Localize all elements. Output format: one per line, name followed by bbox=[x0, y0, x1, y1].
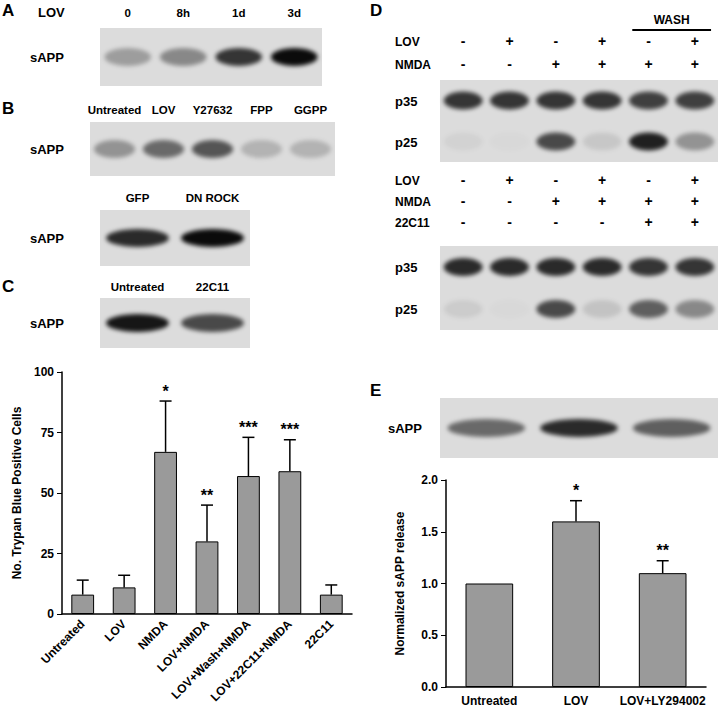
svg-text:+: + bbox=[644, 193, 652, 209]
svg-text:LOV+Wash+NMDA: LOV+Wash+NMDA bbox=[168, 617, 253, 702]
svg-text:1.0: 1.0 bbox=[421, 577, 438, 591]
svg-text:-: - bbox=[461, 172, 466, 188]
svg-text:+: + bbox=[505, 33, 513, 49]
svg-text:Untreated: Untreated bbox=[461, 694, 517, 708]
svg-text:1.5: 1.5 bbox=[421, 525, 438, 539]
svg-text:100: 100 bbox=[34, 365, 54, 379]
svg-text:Untreated: Untreated bbox=[88, 104, 142, 116]
svg-text:sAPP: sAPP bbox=[30, 142, 64, 157]
svg-text:sAPP: sAPP bbox=[30, 231, 64, 246]
svg-text:C: C bbox=[2, 277, 14, 296]
svg-text:DN ROCK: DN ROCK bbox=[186, 192, 240, 204]
svg-text:Normalized sAPP release: Normalized sAPP release bbox=[393, 511, 407, 655]
svg-text:LOV: LOV bbox=[152, 104, 176, 116]
svg-text:+: + bbox=[598, 33, 606, 49]
svg-text:LOV+LY294002: LOV+LY294002 bbox=[620, 694, 706, 708]
svg-text:GGPP: GGPP bbox=[294, 104, 328, 116]
svg-text:75: 75 bbox=[41, 426, 55, 440]
svg-text:+: + bbox=[505, 172, 513, 188]
svg-text:25: 25 bbox=[41, 547, 55, 561]
svg-text:-: - bbox=[553, 172, 558, 188]
svg-text:GFP: GFP bbox=[126, 192, 150, 204]
svg-text:0.5: 0.5 bbox=[421, 628, 438, 642]
svg-text:-: - bbox=[507, 56, 512, 72]
svg-text:sAPP: sAPP bbox=[388, 421, 422, 436]
svg-text:-: - bbox=[507, 193, 512, 209]
svg-text:**: ** bbox=[656, 542, 669, 559]
svg-text:+: + bbox=[691, 193, 699, 209]
svg-text:No. Trypan Blue Positive Cells: No. Trypan Blue Positive Cells bbox=[10, 406, 24, 579]
svg-text:-: - bbox=[461, 193, 466, 209]
svg-text:3d: 3d bbox=[288, 7, 301, 19]
svg-text:p35: p35 bbox=[395, 260, 417, 275]
svg-text:***: *** bbox=[281, 421, 300, 438]
svg-text:-: - bbox=[461, 214, 466, 230]
svg-text:0: 0 bbox=[125, 7, 131, 19]
svg-text:-: - bbox=[553, 214, 558, 230]
svg-text:-: - bbox=[600, 214, 605, 230]
svg-text:LOV: LOV bbox=[564, 694, 589, 708]
svg-text:NMDA: NMDA bbox=[135, 617, 171, 653]
svg-text:+: + bbox=[644, 214, 652, 230]
svg-text:NMDA: NMDA bbox=[395, 195, 431, 209]
svg-text:-: - bbox=[646, 33, 651, 49]
svg-text:*: * bbox=[573, 482, 580, 499]
svg-text:+: + bbox=[598, 172, 606, 188]
svg-text:Untreated: Untreated bbox=[111, 281, 165, 293]
svg-text:sAPP: sAPP bbox=[30, 316, 64, 331]
svg-text:***: *** bbox=[239, 419, 258, 436]
svg-text:p25: p25 bbox=[395, 302, 417, 317]
svg-text:p35: p35 bbox=[395, 94, 417, 109]
svg-text:**: ** bbox=[201, 487, 214, 504]
svg-text:+: + bbox=[691, 33, 699, 49]
svg-text:+: + bbox=[552, 193, 560, 209]
svg-text:LOV+22C11+NMDA: LOV+22C11+NMDA bbox=[208, 617, 295, 704]
svg-text:LOV: LOV bbox=[395, 174, 420, 188]
svg-text:sAPP: sAPP bbox=[30, 50, 64, 65]
svg-text:22C11: 22C11 bbox=[302, 617, 337, 652]
svg-text:NMDA: NMDA bbox=[395, 58, 431, 72]
svg-text:p25: p25 bbox=[395, 135, 417, 150]
svg-text:-: - bbox=[507, 214, 512, 230]
svg-text:D: D bbox=[370, 1, 382, 20]
svg-text:-: - bbox=[553, 33, 558, 49]
svg-text:-: - bbox=[461, 56, 466, 72]
svg-text:+: + bbox=[691, 56, 699, 72]
svg-text:*: * bbox=[162, 383, 169, 400]
svg-text:22C11: 22C11 bbox=[395, 216, 430, 230]
svg-text:E: E bbox=[370, 381, 381, 400]
svg-text:+: + bbox=[552, 56, 560, 72]
svg-text:1d: 1d bbox=[232, 7, 245, 19]
svg-text:2.0: 2.0 bbox=[421, 473, 438, 487]
svg-text:+: + bbox=[691, 214, 699, 230]
svg-text:+: + bbox=[644, 56, 652, 72]
svg-text:LOV: LOV bbox=[102, 617, 129, 644]
svg-text:WASH: WASH bbox=[654, 13, 690, 27]
svg-text:LOV: LOV bbox=[395, 35, 420, 49]
svg-text:A: A bbox=[2, 1, 14, 20]
svg-text:LOV: LOV bbox=[38, 5, 65, 20]
svg-text:-: - bbox=[461, 33, 466, 49]
svg-text:FPP: FPP bbox=[250, 104, 273, 116]
svg-text:0: 0 bbox=[47, 607, 54, 621]
svg-text:+: + bbox=[691, 172, 699, 188]
svg-text:Y27632: Y27632 bbox=[193, 104, 233, 116]
svg-text:22C11: 22C11 bbox=[196, 281, 230, 293]
svg-text:Untreated: Untreated bbox=[38, 617, 87, 666]
svg-text:+: + bbox=[598, 56, 606, 72]
svg-text:+: + bbox=[598, 193, 606, 209]
svg-text:LOV+NMDA: LOV+NMDA bbox=[154, 617, 212, 675]
svg-text:0.0: 0.0 bbox=[421, 680, 438, 694]
svg-text:50: 50 bbox=[41, 486, 55, 500]
svg-text:-: - bbox=[646, 172, 651, 188]
svg-text:8h: 8h bbox=[177, 7, 190, 19]
svg-text:B: B bbox=[2, 99, 14, 118]
